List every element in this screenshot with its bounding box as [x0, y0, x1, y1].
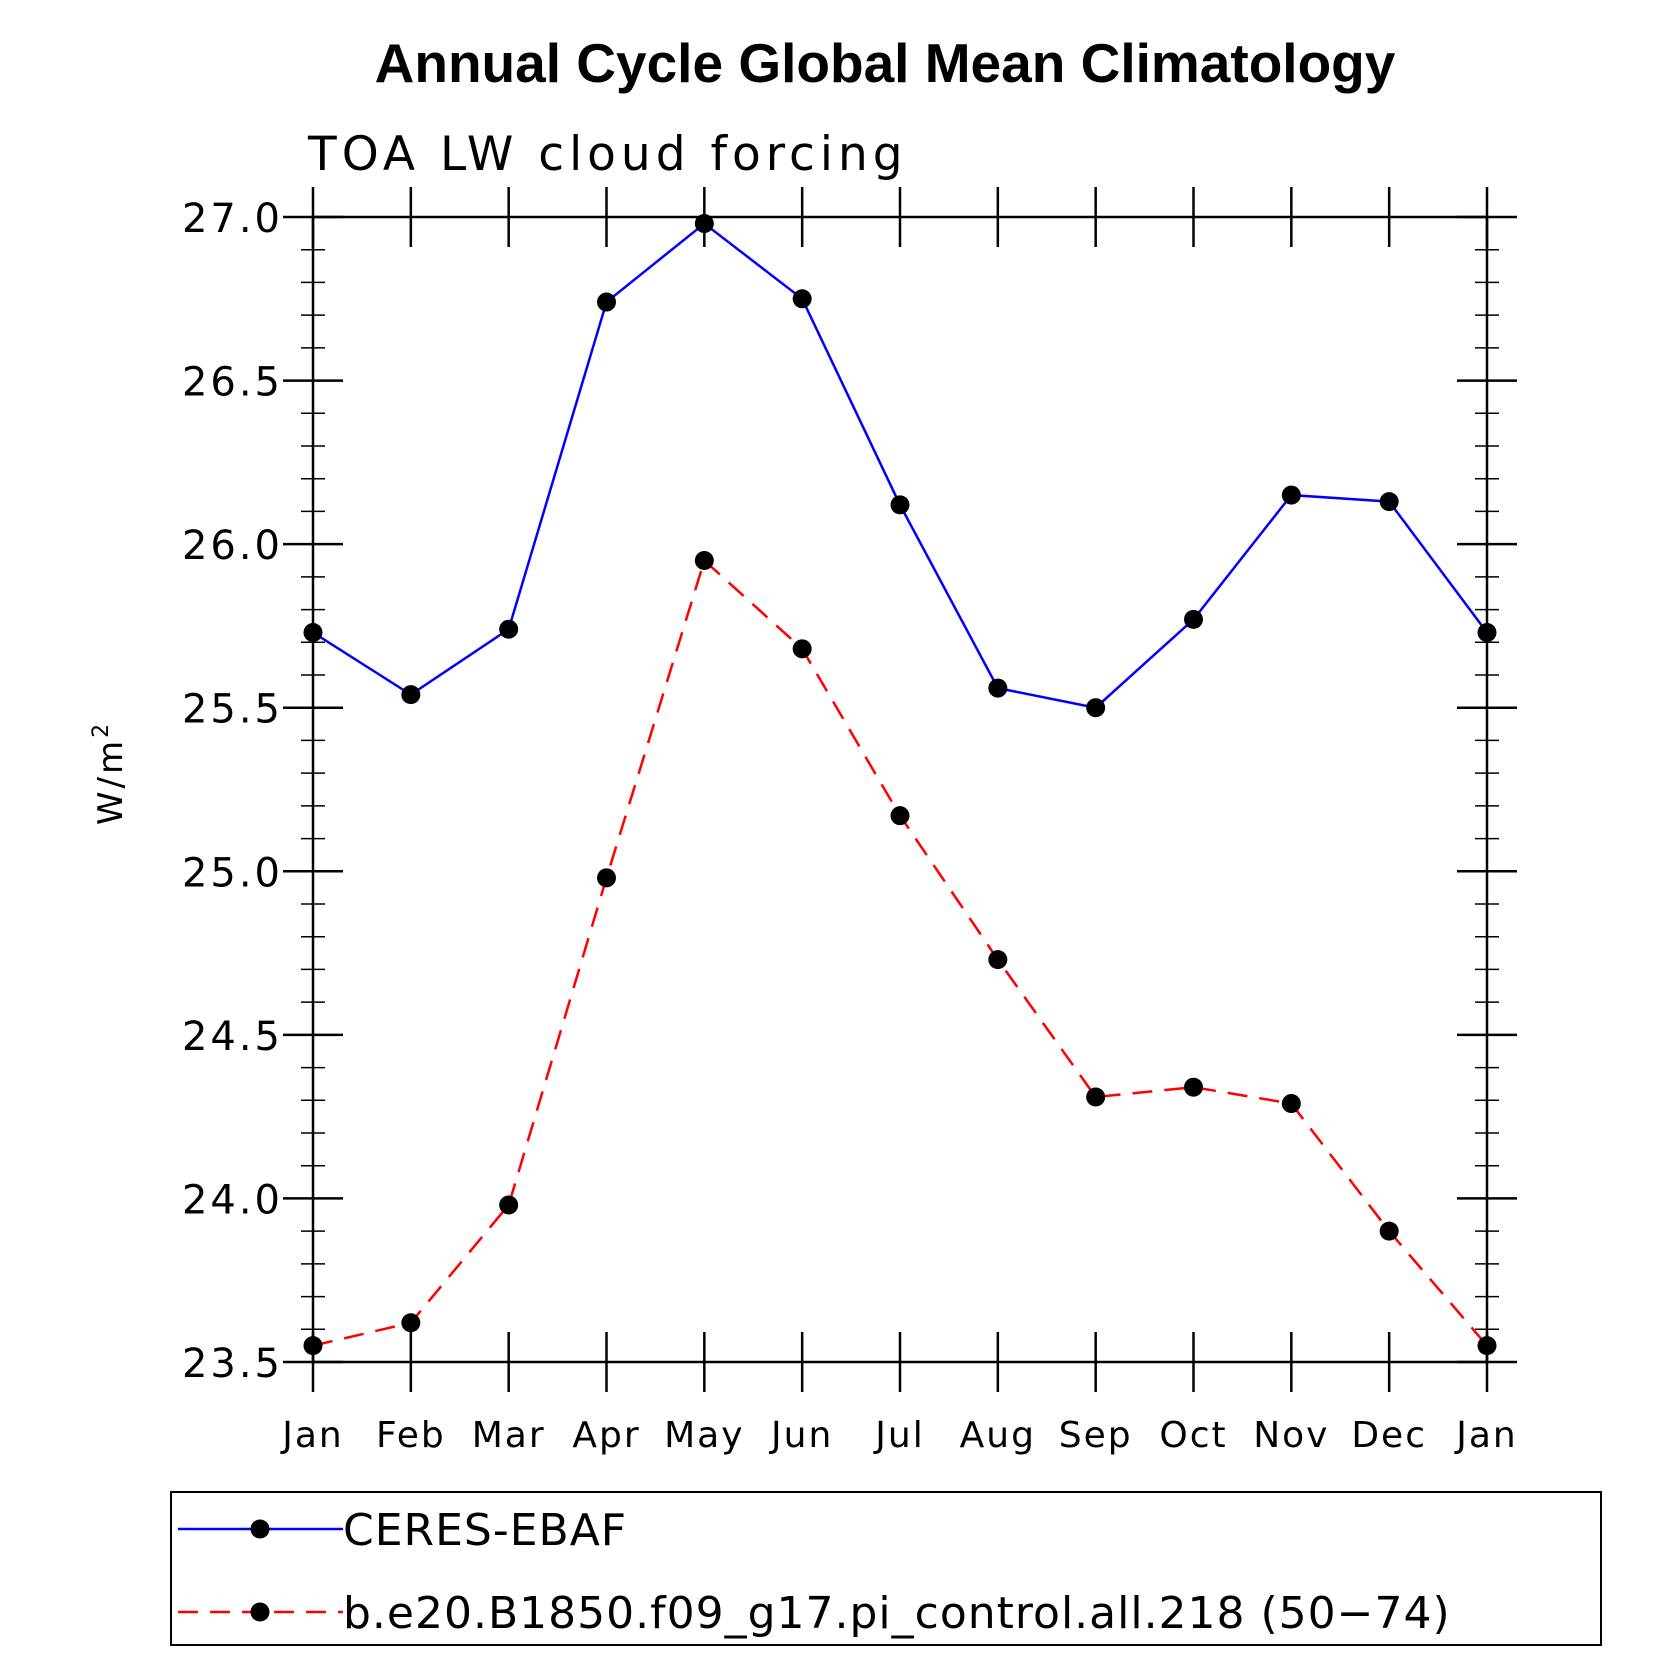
series-1-point: [1477, 1336, 1497, 1356]
x-tick-label: Feb: [376, 1415, 446, 1456]
x-tick-label: Jul: [873, 1415, 924, 1456]
legend-marker-0: [250, 1519, 270, 1539]
series-0-point: [499, 619, 519, 639]
y-tick-label: 25.0: [182, 850, 283, 896]
x-tick-label: Apr: [572, 1415, 640, 1456]
y-tick-label: 23.5: [182, 1341, 283, 1387]
series-0-point: [401, 685, 421, 705]
x-tick-label: Sep: [1059, 1415, 1133, 1456]
series-0-point: [988, 678, 1008, 698]
series-0-point: [1281, 485, 1301, 505]
x-tick-labels: Jan Feb Mar Apr May Jun Jul Aug Sep Oct Nov Dec Jan: [280, 1415, 1518, 1456]
series-1-point: [1379, 1221, 1399, 1241]
series-1-point: [499, 1195, 519, 1215]
legend-marker-1: [250, 1602, 270, 1622]
x-tick-label: Jan: [280, 1415, 344, 1456]
series-line-0: [312, 221, 1489, 710]
major-ticks: [283, 187, 1517, 1392]
series-1-point: [890, 806, 910, 826]
series-0-point: [303, 622, 323, 642]
y-axis-label-superscript: 2: [89, 721, 114, 738]
x-tick-label: Jun: [769, 1415, 833, 1456]
x-tick-label: Dec: [1351, 1415, 1427, 1456]
series-1-point: [792, 639, 812, 659]
x-tick-label: Mar: [472, 1415, 546, 1456]
series-1-point: [1281, 1094, 1301, 1114]
series-1-point: [597, 868, 616, 888]
x-tick-label: Aug: [960, 1415, 1036, 1456]
series-layer: [303, 214, 1497, 1356]
minor-ticks: [301, 248, 1499, 1331]
series-1-point: [694, 551, 714, 570]
legend: CERES-EBAF b.e20.B1850.f09_g17.pi_control…: [178, 1505, 1451, 1639]
chart-subtitle: TOA LW cloud forcing: [307, 127, 908, 182]
series-0-point: [694, 214, 714, 234]
legend-label-1: b.e20.B1850.f09_g17.pi_control.all.218 (…: [343, 1588, 1451, 1639]
series-1-point: [401, 1313, 421, 1333]
series-0-point: [1379, 492, 1399, 512]
legend-box: [170, 1491, 1602, 1646]
legend-label-0: CERES-EBAF: [343, 1505, 627, 1556]
series-0-point: [1184, 609, 1203, 629]
series-1-point: [1086, 1087, 1106, 1107]
series-0-point: [1477, 622, 1497, 642]
y-tick-labels: 23.5 24.0 24.5 25.0 25.5 26.0 26.5 27.0: [182, 196, 283, 1387]
x-tick-label: Oct: [1159, 1415, 1227, 1456]
series-1-point: [988, 950, 1008, 970]
x-tick-label: Jan: [1454, 1415, 1518, 1456]
series-0-point: [597, 292, 616, 312]
y-tick-label: 24.0: [182, 1177, 283, 1223]
y-tick-label: 26.5: [182, 360, 283, 406]
series-1-point: [303, 1336, 323, 1356]
x-tick-label: May: [664, 1415, 744, 1456]
y-axis-label-text: W/m: [91, 738, 131, 825]
series-0-point: [890, 495, 910, 515]
series-0-point: [792, 289, 812, 309]
chart-title: Annual Cycle Global Mean Climatology: [375, 32, 1396, 94]
y-tick-label: 25.5: [182, 687, 283, 733]
y-axis-label: W/m2: [89, 721, 131, 825]
y-tick-label: 27.0: [182, 196, 283, 242]
series-1-point: [1184, 1077, 1203, 1097]
y-tick-label: 26.0: [182, 523, 283, 569]
series-0-point: [1086, 698, 1106, 718]
series-line-1: [312, 558, 1488, 1347]
x-tick-label: Nov: [1253, 1415, 1329, 1456]
y-tick-label: 24.5: [182, 1014, 283, 1060]
plot-frame: [311, 215, 1489, 1364]
